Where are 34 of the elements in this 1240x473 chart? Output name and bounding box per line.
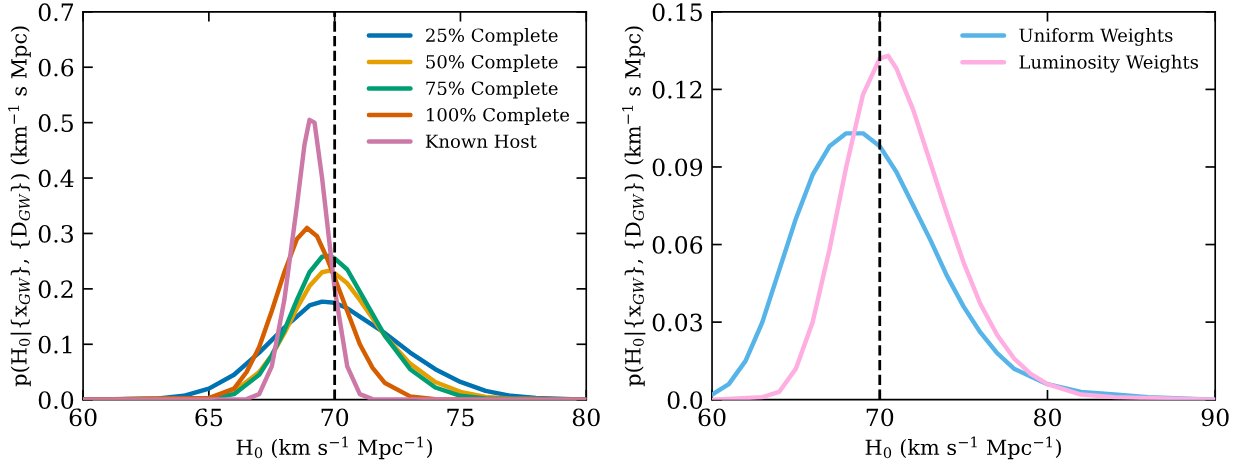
x-tick-label: 60 (69, 408, 97, 427)
text: p(H$_{0}$|{x$_{GW}$}, {D$_{GW}$}) (km$^{−1}$ s Mpc) (622, 26, 646, 387)
y-tick-label: 0.7 (38, 3, 74, 22)
x-axis-title: H$_{0}$ (km s$^{−1}$ Mpc$^{−1}$) (865, 436, 1061, 460)
y-tick-label: 0.03 (652, 313, 702, 332)
legend-label: 25% Complete (426, 28, 558, 46)
legend-label: Known Host (425, 134, 537, 149)
legend-label: Luminosity Weights (1019, 54, 1199, 73)
y-tick-label: 0.15 (652, 3, 702, 22)
x-tick-label: 90 (1201, 408, 1229, 427)
text: p(H$_{0}$|{x$_{GW}$}, {D$_{GW}$}) (km$^{−1}$ s Mpc) (8, 26, 32, 387)
x-tick-label: 80 (572, 408, 600, 427)
legend-label: 100% Complete (427, 107, 570, 126)
y-tick-label: 0.4 (38, 169, 74, 188)
y-tick-label: 0.12 (652, 80, 702, 99)
y-tick-label: 0.2 (38, 280, 73, 299)
y-tick-label: 0.3 (38, 224, 73, 243)
x-axis-title: H$_{0}$ (km s$^{−1}$ Mpc$^{−1}$) (236, 436, 433, 460)
legend-label: 75% Complete (426, 81, 558, 99)
x-tick-label: 75 (447, 408, 474, 427)
y-tick-label: 0.09 (652, 158, 703, 177)
y-tick-label: 0.6 (38, 58, 74, 77)
x-tick-label: 70 (866, 408, 894, 427)
y-tick-label: 0.5 (38, 114, 73, 132)
x-tick-label: 60 (698, 408, 726, 427)
y-tick-label: 0.0 (667, 391, 703, 409)
y-tick-label: 0.06 (652, 235, 703, 254)
x-tick-label: 65 (195, 408, 223, 427)
x-tick-label: 80 (1034, 408, 1061, 427)
y-tick-label: 0.1 (38, 335, 72, 354)
y-tick-label: 0.0 (38, 391, 74, 409)
x-tick-label: 70 (321, 408, 349, 427)
legend-label: 50% Complete (426, 54, 558, 73)
legend-label: Uniform Weights (1019, 28, 1173, 46)
